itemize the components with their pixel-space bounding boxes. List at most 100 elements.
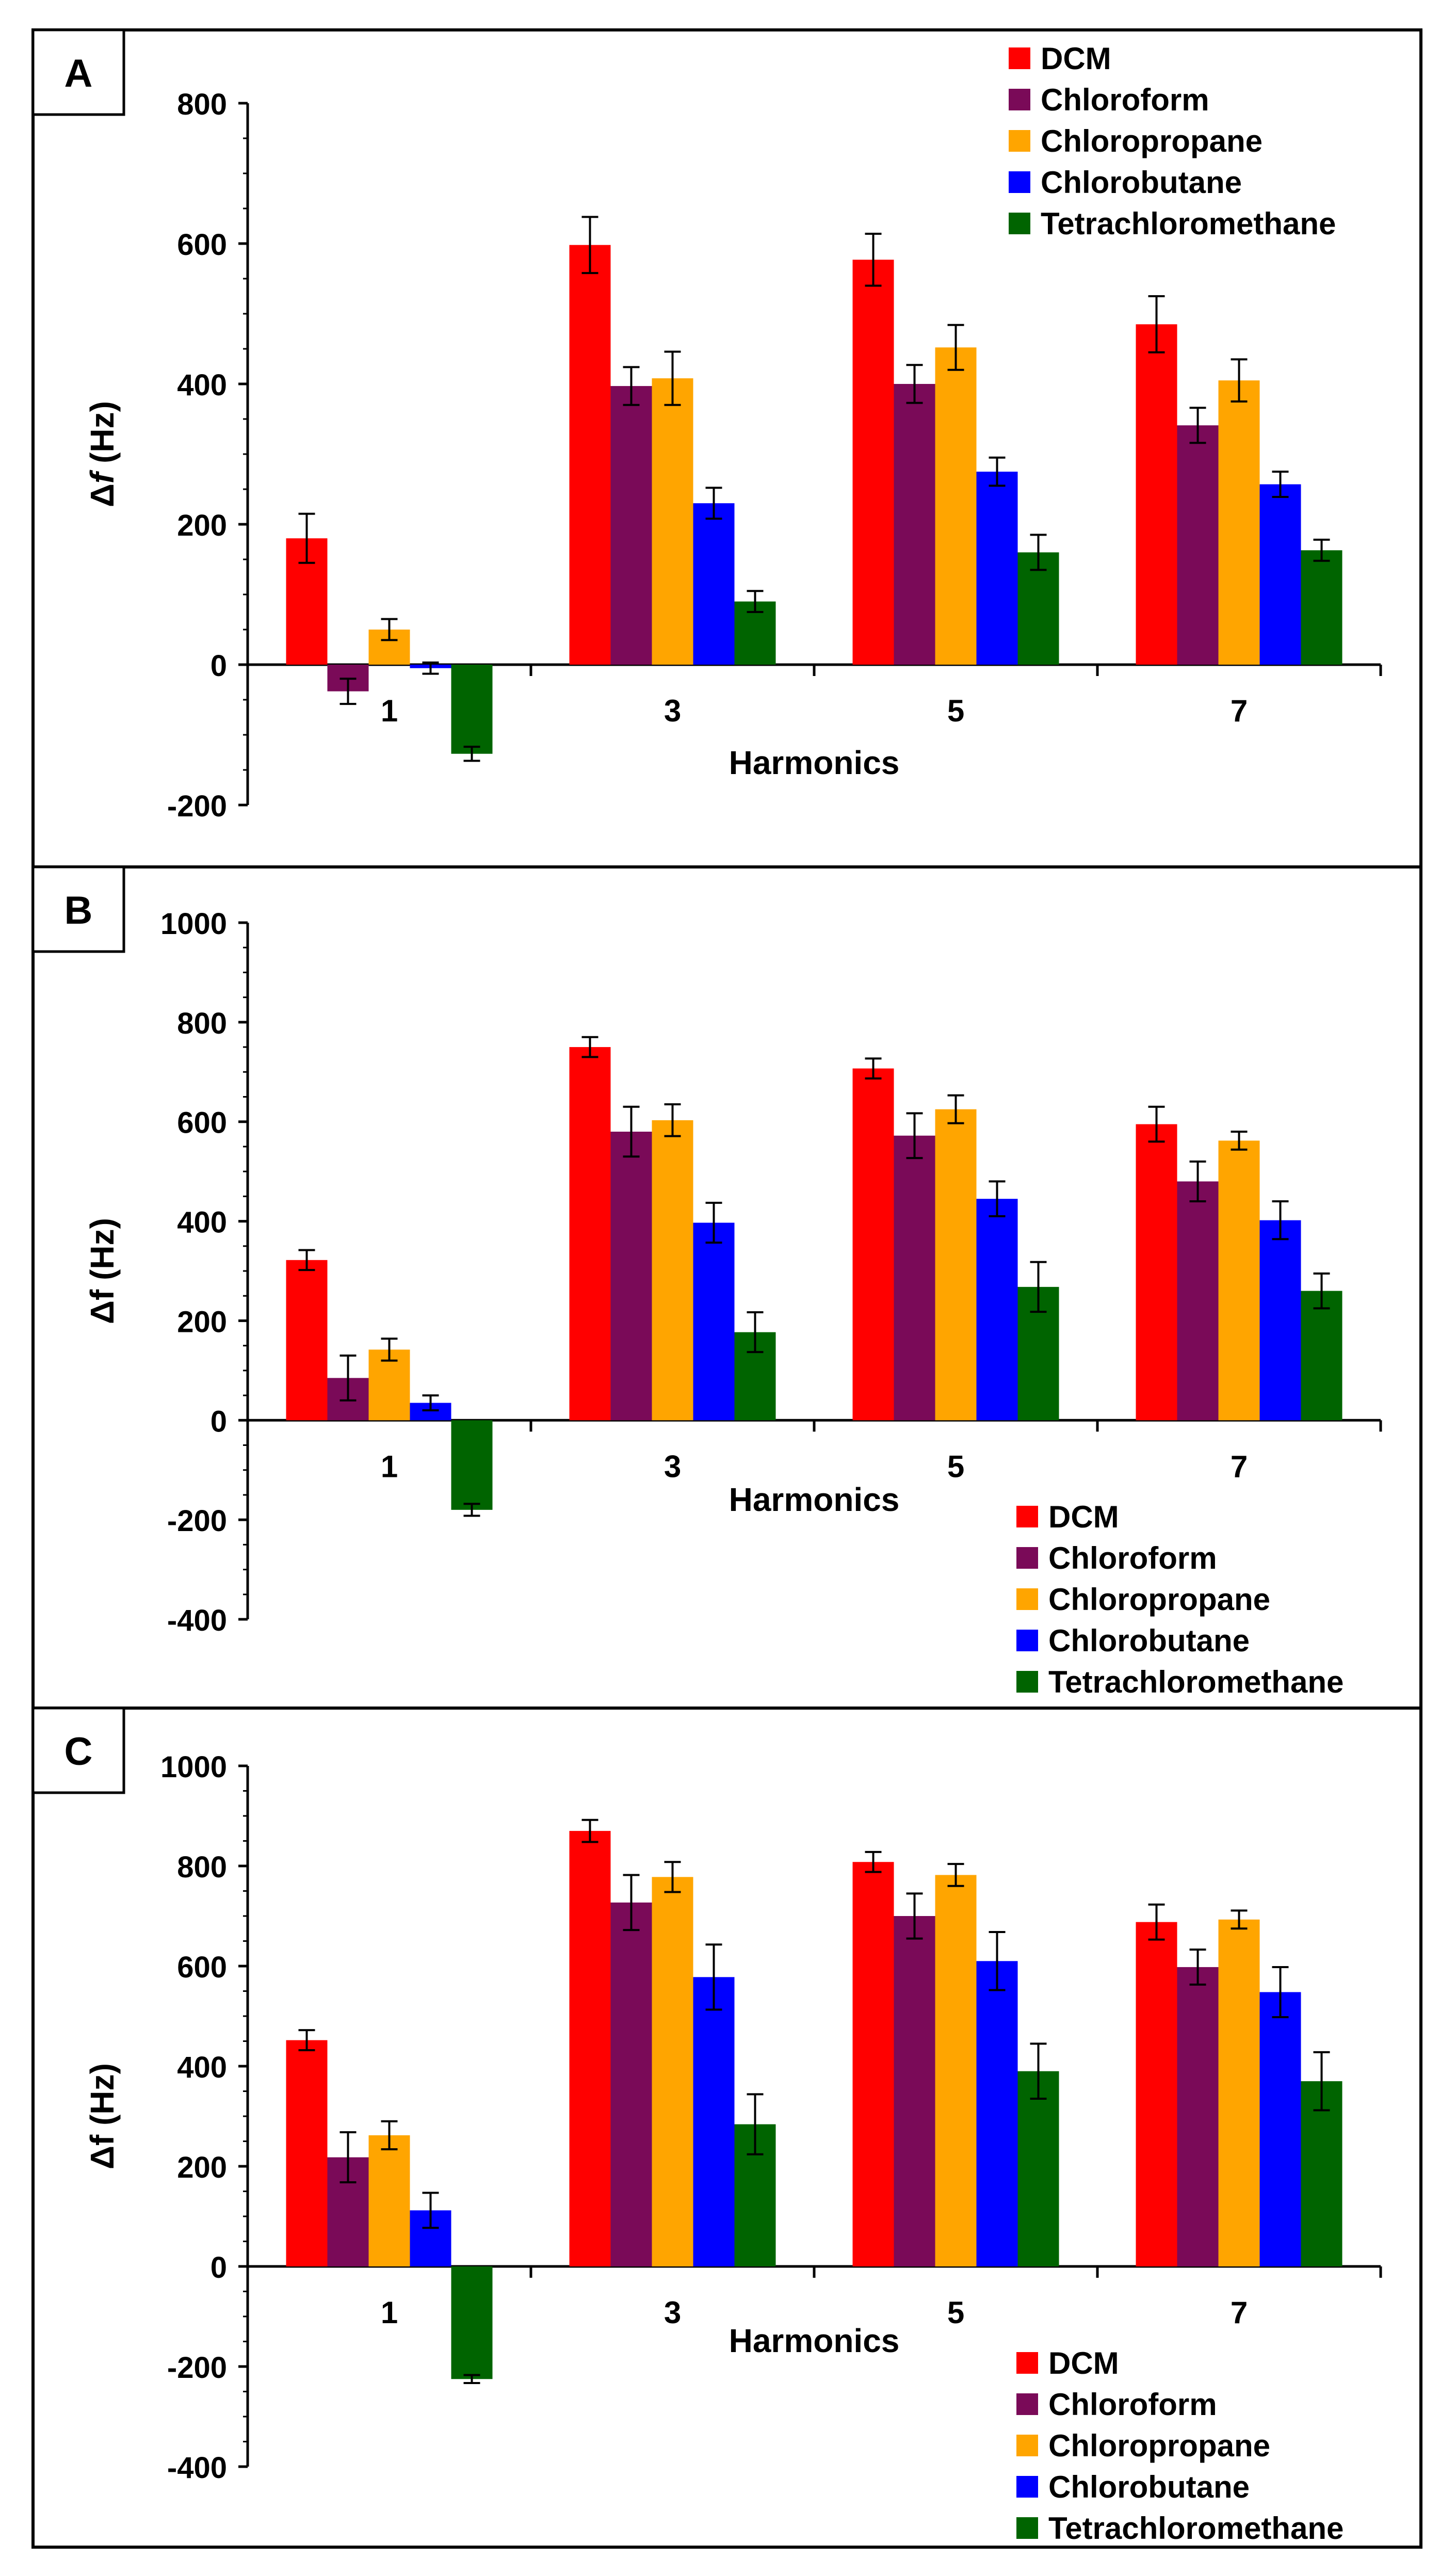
bar xyxy=(1301,2081,1342,2266)
y-axis-label: Δf (Hz) xyxy=(84,401,121,507)
legend-swatch xyxy=(1016,1630,1038,1651)
y-tick-label: 200 xyxy=(177,509,227,542)
bar xyxy=(1259,1992,1301,2266)
x-tick-label: 3 xyxy=(664,1449,681,1484)
bar xyxy=(652,1877,693,2266)
legend-label: Chloropropane xyxy=(1048,2428,1270,2463)
x-axis-label: Harmonics xyxy=(729,744,900,781)
bar xyxy=(1218,1919,1260,2266)
bar xyxy=(852,260,894,665)
bar xyxy=(935,347,977,665)
x-axis-label: Harmonics xyxy=(729,2322,900,2359)
legend: DCM Chloroform Chloropropane Chlorobutane Te… xyxy=(1009,41,1336,241)
bar xyxy=(1177,1181,1219,1421)
y-tick-label: -200 xyxy=(167,2351,227,2385)
bar xyxy=(1218,1140,1260,1421)
x-tick-label: 3 xyxy=(664,694,681,728)
y-axis-label: Δf (Hz) xyxy=(84,2063,121,2169)
y-tick-label: 400 xyxy=(177,368,227,402)
legend-label: Chlorobutane xyxy=(1048,2470,1250,2504)
y-tick-label: 600 xyxy=(177,1951,227,1984)
legend-swatch xyxy=(1009,47,1030,69)
bar xyxy=(569,245,611,665)
bar xyxy=(693,1222,735,1421)
legend-swatch xyxy=(1016,2352,1038,2374)
y-tick-label: 600 xyxy=(177,228,227,262)
panel-a: A -200 0 200 400 600 800 1 3 5 7 DCM Chloroform Chl… xyxy=(31,28,1382,823)
bar xyxy=(1136,324,1177,665)
bar xyxy=(976,1199,1018,1421)
bar xyxy=(1259,1220,1301,1421)
y-tick-label: 800 xyxy=(177,1850,227,1884)
bar xyxy=(1218,380,1260,665)
bar xyxy=(610,1902,652,2266)
legend-label: Chlorobutane xyxy=(1041,165,1242,200)
y-tick-label: 0 xyxy=(211,1405,227,1438)
legend-label: Chlorobutane xyxy=(1048,1623,1250,1658)
y-tick-label: 400 xyxy=(177,1206,227,1240)
y-tick-label: -200 xyxy=(167,1504,227,1538)
bar xyxy=(368,2135,410,2266)
legend-swatch xyxy=(1009,213,1030,234)
legend-label: Tetrachloromethane xyxy=(1041,206,1336,241)
bar xyxy=(1017,2071,1059,2266)
x-tick-label: 3 xyxy=(664,2295,681,2330)
bar xyxy=(1301,550,1342,665)
x-tick-label: 7 xyxy=(1231,2295,1248,2330)
x-tick-label: 5 xyxy=(947,2295,964,2330)
bar xyxy=(693,503,735,665)
legend-swatch xyxy=(1016,2435,1038,2456)
panel-label: A xyxy=(64,52,93,95)
legend-swatch xyxy=(1009,89,1030,110)
bar xyxy=(852,1068,894,1421)
x-tick-label: 7 xyxy=(1231,694,1248,728)
y-tick-label: 800 xyxy=(177,1007,227,1040)
bar xyxy=(976,1961,1018,2266)
legend-swatch xyxy=(1016,2393,1038,2415)
legend-label: Chloropropane xyxy=(1041,124,1263,158)
bar xyxy=(569,1831,611,2266)
legend-label: Chloroform xyxy=(1048,1541,1217,1575)
y-tick-label: 1000 xyxy=(160,1750,227,1784)
panel-c: C -400 -200 0 200 400 600 800 1000 1 3 5 7 DCM Chlor… xyxy=(31,1707,1382,2546)
legend-label: Chloroform xyxy=(1048,2387,1217,2422)
legend-swatch xyxy=(1009,171,1030,193)
bar xyxy=(1017,552,1059,665)
plot-area: -400 -200 0 200 400 600 800 1000 1 3 5 7 xyxy=(160,1750,1382,2485)
bar xyxy=(894,1916,935,2266)
x-tick-label: 1 xyxy=(381,694,398,728)
bar xyxy=(286,2040,328,2266)
bar xyxy=(894,384,935,665)
legend-label: Chloroform xyxy=(1041,83,1209,117)
legend-swatch xyxy=(1016,1671,1038,1693)
y-tick-label: 800 xyxy=(177,88,227,121)
panel-b: B -400 -200 0 200 400 600 800 1000 1 3 5 7 DCM Chlor… xyxy=(31,865,1382,1699)
bar xyxy=(1177,425,1219,665)
legend-label: Chloropropane xyxy=(1048,1582,1270,1617)
legend-swatch xyxy=(1016,1547,1038,1569)
y-tick-label: -400 xyxy=(167,1604,227,1637)
panel-label-box xyxy=(31,1707,125,1794)
panel-label-box xyxy=(31,28,125,116)
legend-swatch xyxy=(1009,130,1030,152)
legend-label: DCM xyxy=(1041,41,1111,76)
legend-swatch xyxy=(1016,1506,1038,1527)
legend: DCM Chloroform Chloropropane Chlorobutane Te… xyxy=(1016,1500,1344,1699)
y-tick-label: 200 xyxy=(177,2151,227,2184)
x-tick-label: 5 xyxy=(947,1449,964,1484)
bar xyxy=(1259,484,1301,665)
y-axis-label: Δf (Hz) xyxy=(84,1218,121,1324)
bar xyxy=(693,1977,735,2266)
bar xyxy=(610,1132,652,1421)
bar xyxy=(286,1260,328,1421)
y-tick-label: 400 xyxy=(177,2051,227,2084)
figure-border xyxy=(31,28,1422,2549)
x-tick-label: 5 xyxy=(947,694,964,728)
bar xyxy=(569,1047,611,1421)
x-tick-label: 7 xyxy=(1231,1449,1248,1484)
panel-label-box xyxy=(31,865,125,953)
bar xyxy=(610,386,652,665)
legend: DCM Chloroform Chloropropane Chlorobutane Te… xyxy=(1016,2346,1344,2546)
bar xyxy=(852,1862,894,2266)
